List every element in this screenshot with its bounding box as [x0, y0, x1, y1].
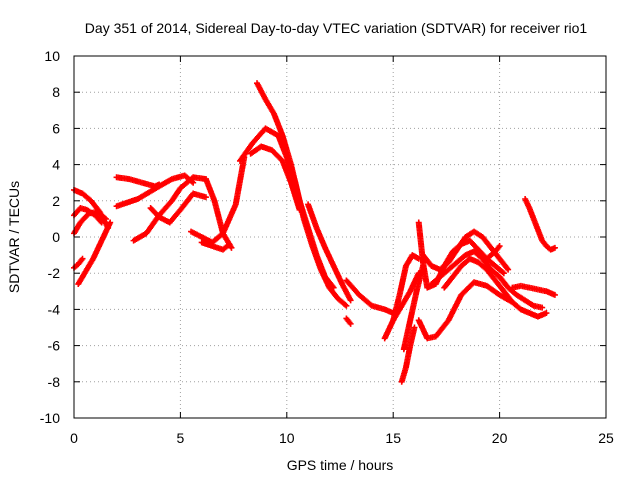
- x-tick-label: 25: [598, 430, 614, 446]
- data-point: [496, 243, 503, 250]
- series-arc-27: [441, 255, 550, 320]
- data-point: [347, 297, 354, 304]
- y-tick-label: 0: [52, 229, 60, 245]
- series-arc-21: [398, 324, 418, 385]
- x-tick-label: 20: [492, 430, 508, 446]
- data-point: [411, 324, 418, 331]
- chart-title: Day 351 of 2014, Sidereal Day-to-day VTE…: [85, 20, 588, 36]
- data-point: [500, 270, 507, 277]
- y-tick-labels: -10 -8 -6 -4 -2 0 2 4 6 8 10: [40, 48, 60, 426]
- y-tick-label: -8: [48, 374, 61, 390]
- data-point: [296, 206, 303, 213]
- x-tick-label: 10: [279, 430, 295, 446]
- data-point: [228, 244, 235, 251]
- y-tick-label: 6: [52, 120, 60, 136]
- data-point: [543, 310, 550, 317]
- data-point: [79, 255, 86, 262]
- grid-layer: [74, 56, 606, 418]
- series-arc-15: [247, 143, 303, 213]
- x-tick-label: 5: [177, 430, 185, 446]
- tick-layer: [73, 55, 607, 419]
- y-tick-label: -2: [48, 265, 61, 281]
- data-point: [226, 241, 233, 248]
- series-arc-16: [305, 201, 354, 304]
- data-point: [551, 291, 558, 298]
- data-point: [330, 284, 337, 291]
- series-arc-4: [75, 219, 114, 288]
- y-axis-label: SDTVAR / TECUs: [6, 181, 22, 293]
- series-arc-28: [483, 243, 503, 262]
- series-arc-14: [254, 80, 337, 291]
- x-axis-label: GPS time / hours: [287, 457, 394, 473]
- data-point: [102, 215, 109, 222]
- series-arc-26: [428, 248, 546, 311]
- series-arc-18: [343, 277, 397, 317]
- series-arc-20: [390, 252, 422, 324]
- series-arc-29: [509, 282, 558, 298]
- y-tick-label: 2: [52, 193, 60, 209]
- data-point: [539, 304, 546, 311]
- data-point: [347, 320, 354, 327]
- data-point: [202, 194, 209, 201]
- y-tick-label: 10: [44, 48, 60, 64]
- data-point: [551, 244, 558, 251]
- y-tick-label: -4: [48, 301, 61, 317]
- y-tick-label: -10: [40, 410, 60, 426]
- y-tick-label: 8: [52, 84, 60, 100]
- y-tick-label: 4: [52, 157, 60, 173]
- data-point: [107, 219, 114, 226]
- series-arc-12: [198, 239, 233, 253]
- data-point: [190, 179, 197, 186]
- y-tick-label: -6: [48, 338, 61, 354]
- series-arc-9: [147, 190, 209, 226]
- x-tick-label: 15: [385, 430, 401, 446]
- data-point: [505, 266, 512, 273]
- series-arc-7: [113, 172, 197, 210]
- x-tick-labels: 0 5 10 15 20 25: [70, 430, 614, 446]
- data-point: [343, 302, 350, 309]
- data-point: [98, 219, 105, 226]
- data-layer: [71, 80, 558, 385]
- series-arc-17: [343, 315, 354, 327]
- x-tick-label: 0: [70, 430, 78, 446]
- series-arc-30: [522, 195, 558, 253]
